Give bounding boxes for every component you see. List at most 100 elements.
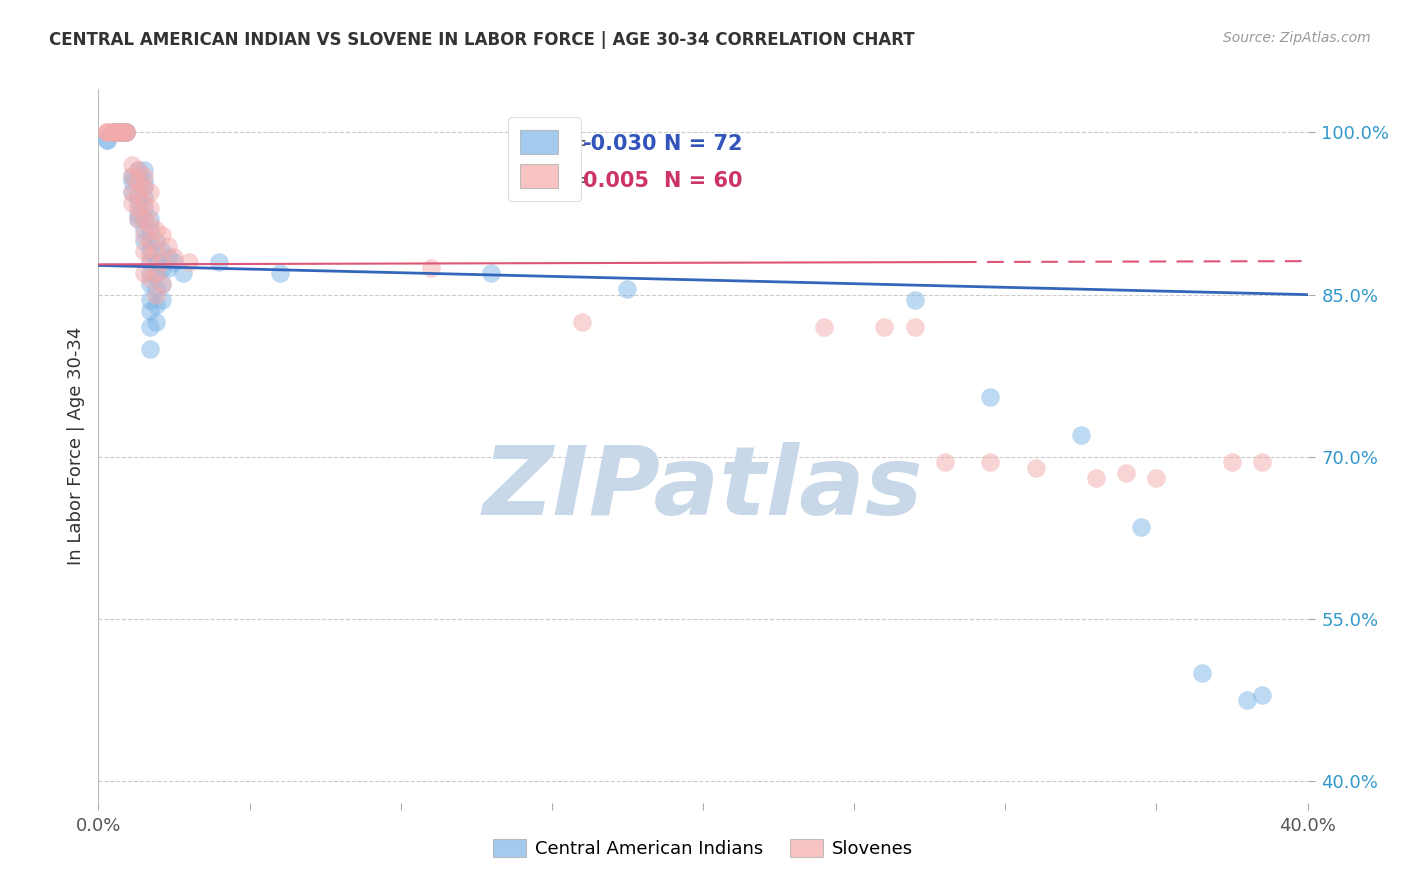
Point [139, 271, 162, 285]
Point [904, 293, 927, 307]
Point [114, 125, 136, 139]
Point [1115, 466, 1137, 480]
Point [1251, 455, 1274, 469]
Point [108, 125, 131, 139]
Point [481, 266, 503, 280]
Point [1191, 666, 1213, 681]
Point [616, 282, 638, 296]
Point [132, 179, 155, 194]
Point [145, 255, 167, 269]
Point [1220, 455, 1243, 469]
Point [132, 211, 155, 226]
Point [127, 174, 149, 188]
Point [127, 163, 149, 178]
Point [145, 234, 167, 248]
Point [139, 266, 162, 280]
Point [571, 315, 593, 329]
Point [873, 320, 896, 334]
Point [139, 342, 162, 356]
Point [114, 125, 136, 139]
Point [813, 320, 835, 334]
Point [150, 260, 173, 275]
Point [132, 244, 155, 259]
Point [121, 185, 143, 199]
Point [127, 174, 149, 188]
Point [103, 125, 125, 139]
Point [103, 125, 125, 139]
Point [150, 277, 173, 291]
Point [132, 223, 155, 237]
Point [150, 244, 173, 259]
Point [127, 195, 149, 210]
Point [132, 228, 155, 243]
Point [934, 455, 956, 469]
Point [150, 228, 173, 243]
Point [1024, 460, 1046, 475]
Point [96, 125, 118, 139]
Point [103, 125, 125, 139]
Point [1070, 428, 1092, 442]
Point [150, 277, 173, 291]
Y-axis label: In Labor Force | Age 30-34: In Labor Force | Age 30-34 [66, 326, 84, 566]
Point [420, 260, 443, 275]
Point [121, 169, 143, 183]
Point [114, 125, 136, 139]
Point [127, 211, 149, 226]
Point [156, 260, 179, 275]
Point [139, 255, 162, 269]
Point [96, 133, 118, 147]
Point [108, 125, 131, 139]
Point [108, 125, 131, 139]
Point [103, 125, 125, 139]
Point [132, 234, 155, 248]
Point [163, 250, 186, 264]
Point [108, 125, 131, 139]
Point [150, 255, 173, 269]
Point [96, 133, 118, 147]
Point [132, 179, 155, 194]
Point [114, 125, 136, 139]
Point [145, 282, 167, 296]
Text: 0.005: 0.005 [583, 171, 650, 191]
Point [121, 169, 143, 183]
Point [121, 185, 143, 199]
Point [979, 390, 1001, 404]
Point [132, 195, 155, 210]
Text: N = 72: N = 72 [664, 134, 742, 154]
Point [139, 293, 162, 307]
Point [127, 190, 149, 204]
Point [127, 201, 149, 215]
Point [1251, 688, 1274, 702]
Point [139, 320, 162, 334]
Point [139, 277, 162, 291]
Point [269, 266, 291, 280]
Point [108, 125, 131, 139]
Point [121, 195, 143, 210]
Point [179, 255, 201, 269]
Text: CENTRAL AMERICAN INDIAN VS SLOVENE IN LABOR FORCE | AGE 30-34 CORRELATION CHART: CENTRAL AMERICAN INDIAN VS SLOVENE IN LA… [49, 31, 915, 49]
Point [132, 174, 155, 188]
Point [1130, 520, 1153, 534]
Point [132, 266, 155, 280]
Text: -0.030: -0.030 [583, 134, 658, 154]
Point [127, 211, 149, 226]
Point [139, 218, 162, 232]
Point [108, 125, 131, 139]
Point [139, 250, 162, 264]
Point [114, 125, 136, 139]
Point [132, 169, 155, 183]
Point [132, 201, 155, 215]
Point [127, 206, 149, 220]
Point [172, 266, 194, 280]
Point [132, 163, 155, 178]
Point [96, 125, 118, 139]
Text: ZIPatlas: ZIPatlas [482, 442, 924, 535]
Point [139, 234, 162, 248]
Point [103, 125, 125, 139]
Text: R =: R = [550, 134, 595, 154]
Point [132, 211, 155, 226]
Point [139, 185, 162, 199]
Text: R =: R = [550, 171, 595, 191]
Point [904, 320, 927, 334]
Point [145, 266, 167, 280]
